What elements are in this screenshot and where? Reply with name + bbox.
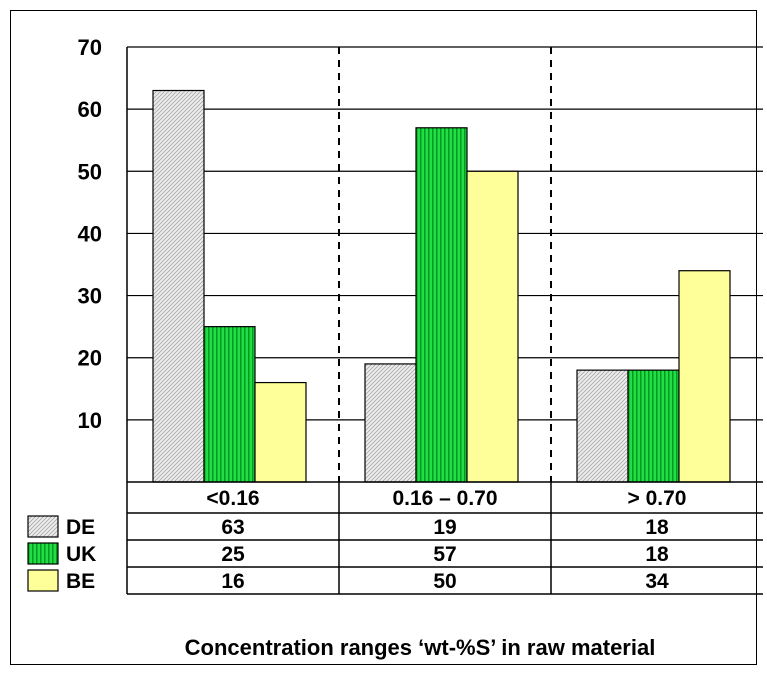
category-label: 0.16 – 0.70	[392, 487, 497, 510]
table-cell: 16	[221, 570, 244, 593]
y-tick-label: 40	[78, 221, 102, 246]
data-table: <0.16 0.16 – 0.70 > 0.70 DE 63 19 18 UK 25 57 18 BE…	[27, 481, 763, 595]
bar-de	[152, 89, 205, 483]
bar-uk	[203, 326, 256, 483]
table-cell: 57	[433, 543, 456, 566]
table-cell: 50	[433, 570, 456, 593]
table-cell: 63	[221, 516, 244, 539]
legend-swatch-uk	[27, 542, 59, 565]
legend-swatch-de	[27, 515, 59, 538]
y-tick-label: 70	[78, 35, 102, 60]
category-label: > 0.70	[628, 487, 687, 510]
chart-caption: Concentration ranges ‘wt-%S’ in raw mate…	[185, 635, 656, 660]
table-cell: 34	[645, 570, 669, 593]
table-cell: 18	[645, 516, 669, 539]
table-cell: 25	[221, 543, 245, 566]
y-tick-label: 10	[78, 408, 102, 433]
table-cell: 19	[433, 516, 456, 539]
table-cell: 18	[645, 543, 669, 566]
bar-be	[678, 270, 731, 483]
bar-uk	[627, 369, 680, 483]
chart-frame	[10, 10, 757, 665]
bars	[152, 89, 731, 483]
y-tick-label: 50	[78, 159, 102, 184]
y-axis: 10 20 30 40 50 60 70	[78, 35, 128, 482]
y-tick-label: 60	[78, 97, 102, 122]
bar-de	[364, 363, 417, 483]
legend-label: UK	[66, 543, 96, 566]
bar-uk	[415, 127, 468, 483]
bar-be	[254, 381, 307, 483]
y-tick-label: 20	[78, 346, 102, 371]
y-tick-label: 30	[78, 284, 102, 309]
legend-label: BE	[66, 570, 95, 593]
legend-label: DE	[66, 516, 95, 539]
legend-swatch-be	[27, 569, 59, 592]
bar-be	[466, 170, 519, 483]
bar-de	[576, 369, 629, 483]
category-label: <0.16	[206, 487, 259, 510]
